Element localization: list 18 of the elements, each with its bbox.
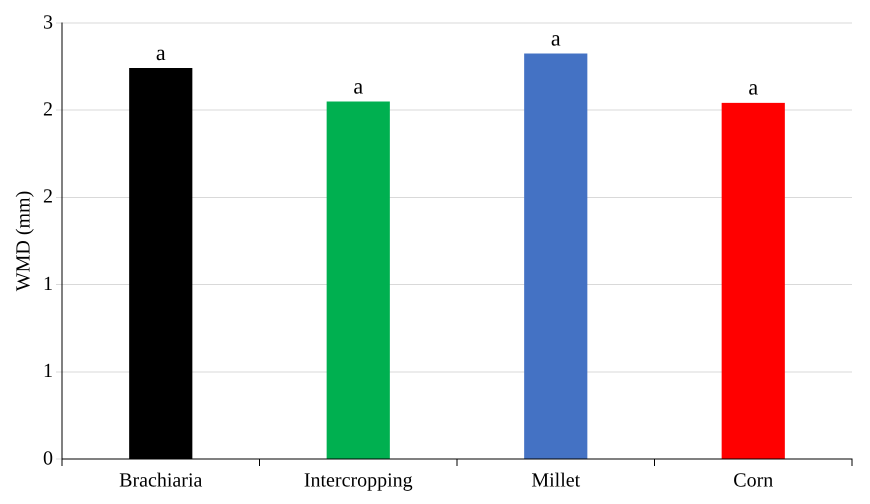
x-tick-label: Intercropping xyxy=(304,469,413,492)
y-tick-label: 3 xyxy=(43,11,53,34)
y-tick-label: 2 xyxy=(43,98,53,120)
y-tick-label: 2 xyxy=(43,186,53,208)
x-tick-label: Corn xyxy=(733,469,774,492)
y-tick-label: 1 xyxy=(43,360,53,382)
y-axis-title: WMD (mm) xyxy=(12,190,34,292)
bar xyxy=(524,54,588,458)
x-tick-label: Brachiaria xyxy=(119,469,203,492)
annotation: a xyxy=(156,40,166,65)
bar xyxy=(722,102,785,458)
x-tick-label: Millet xyxy=(531,469,581,492)
bar xyxy=(326,101,390,458)
y-tick-label: 0 xyxy=(43,447,53,470)
annotation: a xyxy=(353,73,364,98)
y-tick-label: 1 xyxy=(43,272,53,295)
annotation: a xyxy=(550,25,561,50)
annotation: a xyxy=(748,74,758,100)
